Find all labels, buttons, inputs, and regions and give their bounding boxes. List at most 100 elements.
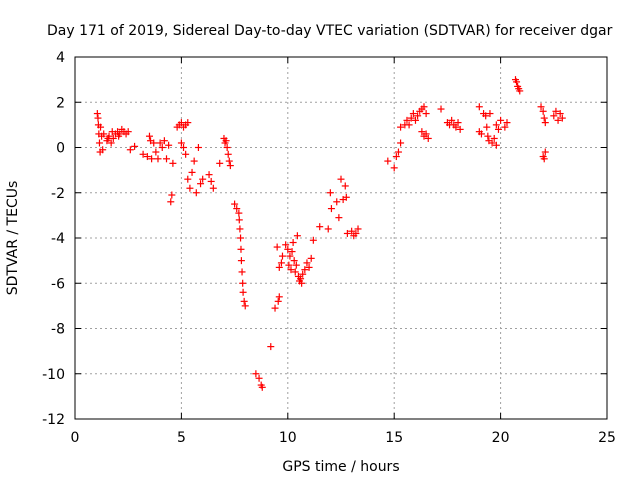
data-point bbox=[316, 223, 324, 231]
data-point bbox=[199, 175, 207, 183]
data-point bbox=[501, 123, 509, 131]
y-axis-label: SDTVAR / TECUs bbox=[5, 181, 21, 296]
data-point bbox=[452, 123, 460, 131]
data-point bbox=[354, 225, 362, 233]
y-tick-label: 2 bbox=[56, 95, 65, 111]
data-point bbox=[407, 114, 415, 122]
data-point bbox=[324, 225, 332, 233]
data-points bbox=[93, 76, 566, 391]
data-point bbox=[409, 110, 417, 118]
data-point bbox=[556, 110, 564, 118]
data-point bbox=[165, 141, 173, 149]
data-point bbox=[139, 150, 147, 158]
data-point bbox=[293, 232, 301, 240]
data-point bbox=[180, 144, 188, 151]
data-point bbox=[307, 254, 315, 262]
data-point bbox=[150, 139, 158, 147]
data-point bbox=[160, 137, 168, 145]
data-point bbox=[554, 116, 562, 124]
data-point bbox=[290, 257, 298, 265]
data-point bbox=[148, 155, 156, 163]
data-point bbox=[483, 123, 491, 131]
data-point bbox=[186, 184, 194, 192]
data-point bbox=[335, 214, 343, 222]
x-tick-labels: 0 5 10 15 20 25 bbox=[71, 430, 616, 446]
data-point bbox=[414, 112, 422, 120]
data-point bbox=[420, 103, 428, 111]
data-point bbox=[558, 114, 566, 122]
data-point bbox=[541, 119, 549, 127]
data-point bbox=[541, 148, 549, 156]
data-point bbox=[223, 144, 231, 151]
data-point bbox=[275, 293, 283, 301]
data-point bbox=[411, 116, 419, 124]
data-point bbox=[422, 110, 430, 118]
data-point bbox=[145, 132, 153, 140]
data-point bbox=[418, 128, 426, 136]
chart-title: Day 171 of 2019, Sidereal Day-to-day VTE… bbox=[47, 23, 613, 39]
data-point bbox=[301, 266, 309, 274]
x-tick-label: 5 bbox=[177, 430, 186, 446]
data-point bbox=[278, 252, 286, 260]
data-point bbox=[484, 132, 492, 140]
data-point bbox=[352, 229, 360, 237]
data-point bbox=[156, 139, 164, 147]
data-point bbox=[492, 141, 500, 149]
x-tick-label: 0 bbox=[71, 430, 80, 446]
data-point bbox=[291, 268, 299, 276]
data-point bbox=[207, 177, 215, 185]
data-point bbox=[169, 159, 177, 167]
data-point bbox=[237, 257, 245, 265]
data-point bbox=[303, 259, 311, 267]
data-point bbox=[516, 87, 524, 95]
data-point bbox=[197, 180, 205, 188]
data-point bbox=[275, 263, 283, 271]
data-point bbox=[255, 374, 263, 382]
data-point bbox=[540, 155, 548, 163]
data-point bbox=[287, 266, 295, 274]
data-point bbox=[163, 155, 171, 163]
data-point bbox=[99, 146, 107, 154]
data-point bbox=[190, 157, 198, 165]
data-point bbox=[327, 205, 335, 213]
data-point bbox=[305, 263, 313, 271]
data-point bbox=[477, 130, 485, 138]
data-point bbox=[131, 142, 139, 150]
data-point bbox=[194, 144, 202, 151]
data-point bbox=[239, 279, 247, 287]
data-point bbox=[405, 121, 413, 129]
data-point bbox=[486, 110, 494, 118]
data-point bbox=[158, 144, 166, 151]
data-point bbox=[333, 198, 341, 206]
data-point bbox=[226, 162, 234, 170]
data-point bbox=[297, 275, 305, 283]
data-point bbox=[108, 128, 116, 136]
data-point bbox=[167, 198, 175, 206]
data-point bbox=[403, 116, 411, 124]
data-point bbox=[552, 107, 560, 115]
data-point bbox=[284, 245, 292, 253]
data-point bbox=[143, 153, 151, 161]
data-point bbox=[216, 159, 224, 167]
data-point bbox=[424, 134, 432, 142]
data-point bbox=[94, 114, 102, 122]
y-tick-label: -6 bbox=[51, 276, 65, 292]
data-point bbox=[236, 225, 244, 233]
data-point bbox=[237, 245, 245, 253]
data-point bbox=[485, 137, 493, 145]
data-point bbox=[93, 110, 101, 118]
data-point bbox=[537, 103, 545, 111]
data-point bbox=[326, 189, 334, 197]
data-point bbox=[394, 148, 402, 156]
data-point bbox=[285, 261, 293, 269]
data-point bbox=[233, 205, 241, 213]
data-point bbox=[235, 216, 243, 224]
data-point bbox=[539, 107, 547, 115]
data-point bbox=[168, 191, 176, 199]
data-point bbox=[456, 125, 464, 133]
data-point bbox=[292, 261, 300, 269]
data-point bbox=[384, 157, 392, 165]
data-point bbox=[239, 288, 247, 296]
grid bbox=[75, 57, 607, 419]
